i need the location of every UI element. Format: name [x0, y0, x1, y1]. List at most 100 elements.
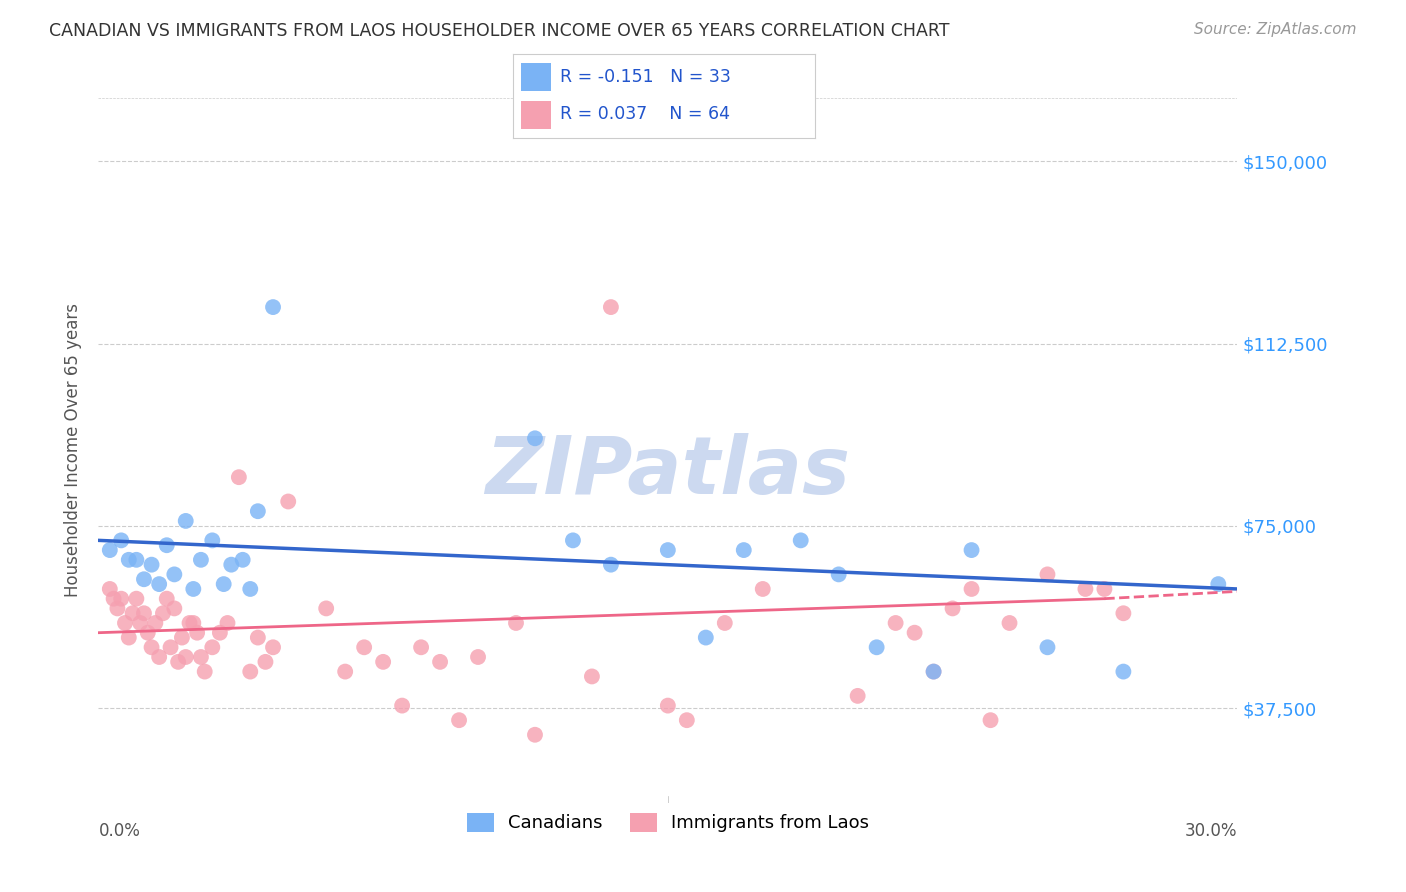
- Point: [174, 650, 197, 665]
- Point: [132, 607, 155, 621]
- Legend: Canadians, Immigrants from Laos: Canadians, Immigrants from Laos: [460, 805, 876, 839]
- Point: [1112, 607, 1135, 621]
- Point: [429, 655, 451, 669]
- Point: [467, 650, 489, 665]
- Text: ZIPatlas: ZIPatlas: [485, 433, 851, 510]
- Point: [98, 582, 121, 596]
- Text: R = -0.151   N = 33: R = -0.151 N = 33: [560, 68, 731, 86]
- Point: [1036, 640, 1059, 655]
- Point: [391, 698, 413, 713]
- Point: [411, 640, 433, 655]
- Point: [132, 572, 155, 586]
- Point: [998, 615, 1021, 630]
- Text: CANADIAN VS IMMIGRANTS FROM LAOS HOUSEHOLDER INCOME OVER 65 YEARS CORRELATION CH: CANADIAN VS IMMIGRANTS FROM LAOS HOUSEHO…: [49, 22, 949, 40]
- Point: [246, 504, 269, 518]
- Point: [110, 591, 132, 606]
- Point: [866, 640, 889, 655]
- Point: [174, 514, 197, 528]
- Point: [148, 577, 170, 591]
- Point: [524, 728, 547, 742]
- Point: [239, 582, 262, 596]
- Point: [190, 650, 212, 665]
- Point: [129, 615, 152, 630]
- Point: [114, 615, 136, 630]
- Point: [156, 538, 179, 552]
- Point: [121, 607, 143, 621]
- Point: [246, 631, 269, 645]
- Point: [600, 558, 623, 572]
- Point: [183, 615, 205, 630]
- Point: [733, 543, 755, 558]
- Point: [183, 582, 205, 596]
- Point: [228, 470, 250, 484]
- Point: [505, 615, 527, 630]
- Point: [136, 625, 159, 640]
- Point: [657, 543, 679, 558]
- Point: [125, 553, 148, 567]
- Point: [1036, 567, 1059, 582]
- Point: [335, 665, 357, 679]
- Point: [1208, 577, 1230, 591]
- Point: [353, 640, 375, 655]
- Point: [562, 533, 585, 548]
- Text: 0.0%: 0.0%: [98, 822, 141, 840]
- Point: [125, 591, 148, 606]
- Point: [217, 615, 239, 630]
- Point: [960, 582, 983, 596]
- Point: [221, 558, 243, 572]
- Point: [657, 698, 679, 713]
- Point: [714, 615, 737, 630]
- Point: [371, 655, 394, 669]
- Point: [194, 665, 217, 679]
- Point: [979, 713, 1001, 727]
- Point: [186, 625, 208, 640]
- Point: [277, 494, 299, 508]
- Point: [790, 533, 813, 548]
- Point: [884, 615, 907, 630]
- Point: [118, 553, 141, 567]
- Text: 30.0%: 30.0%: [1185, 822, 1237, 840]
- Point: [752, 582, 775, 596]
- Point: [163, 601, 186, 615]
- Point: [201, 533, 224, 548]
- Point: [156, 591, 179, 606]
- Point: [167, 655, 190, 669]
- Point: [201, 640, 224, 655]
- Point: [960, 543, 983, 558]
- Point: [262, 640, 284, 655]
- Point: [1094, 582, 1116, 596]
- Point: [212, 577, 235, 591]
- Point: [1112, 665, 1135, 679]
- Text: R = 0.037    N = 64: R = 0.037 N = 64: [560, 105, 730, 123]
- FancyBboxPatch shape: [520, 62, 551, 91]
- Point: [524, 431, 547, 445]
- Point: [581, 669, 603, 683]
- Point: [163, 567, 186, 582]
- Point: [190, 553, 212, 567]
- Point: [107, 601, 129, 615]
- Point: [103, 591, 125, 606]
- Point: [315, 601, 337, 615]
- Point: [98, 543, 121, 558]
- Point: [148, 650, 170, 665]
- Point: [145, 615, 167, 630]
- Point: [846, 689, 869, 703]
- Point: [170, 631, 193, 645]
- Point: [922, 665, 945, 679]
- Point: [118, 631, 141, 645]
- Point: [254, 655, 277, 669]
- Point: [942, 601, 965, 615]
- Point: [152, 607, 174, 621]
- Point: [179, 615, 201, 630]
- Point: [110, 533, 132, 548]
- FancyBboxPatch shape: [520, 101, 551, 129]
- Point: [1074, 582, 1097, 596]
- Point: [449, 713, 471, 727]
- Y-axis label: Householder Income Over 65 years: Householder Income Over 65 years: [65, 303, 83, 598]
- Point: [141, 558, 163, 572]
- Point: [676, 713, 699, 727]
- Point: [600, 300, 623, 314]
- Point: [208, 625, 231, 640]
- Point: [159, 640, 181, 655]
- Point: [239, 665, 262, 679]
